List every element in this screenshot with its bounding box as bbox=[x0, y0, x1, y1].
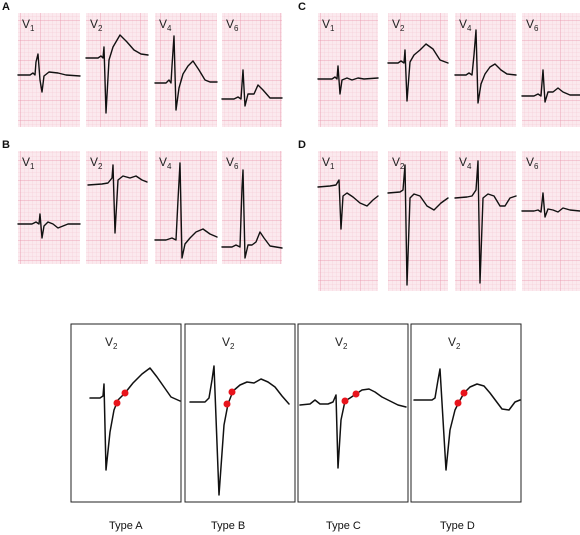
strip-a-v2: V2 bbox=[85, 13, 149, 127]
panel-label-d: D bbox=[298, 139, 306, 151]
ecg-trace bbox=[17, 53, 81, 93]
type-frame bbox=[184, 323, 296, 503]
strip-b-v2: V2 bbox=[86, 151, 148, 264]
marker-point-1 bbox=[454, 399, 462, 407]
ecg-trace bbox=[317, 179, 379, 230]
lead-label: V1 bbox=[322, 155, 335, 171]
lead-label: V1 bbox=[22, 17, 35, 33]
marker-point-2 bbox=[352, 390, 360, 398]
ecg-trace bbox=[521, 69, 580, 103]
marker-point-2 bbox=[121, 389, 129, 397]
lead-label: V4 bbox=[459, 17, 472, 33]
strip-b-v6: V6 bbox=[221, 151, 283, 264]
panel-label-a: A bbox=[2, 1, 10, 13]
lead-label: V6 bbox=[226, 17, 239, 33]
lead-label: V4 bbox=[159, 155, 172, 171]
marker-point-1 bbox=[223, 400, 231, 408]
strip-c-v1: V1 bbox=[317, 13, 379, 127]
lead-label: V2 bbox=[335, 335, 348, 351]
lead-label: V6 bbox=[526, 155, 539, 171]
type-frame bbox=[410, 323, 522, 503]
strip-c-v6: V6 bbox=[521, 13, 580, 127]
strip-c-v4: V4 bbox=[454, 13, 517, 127]
panel-d: D V1 V2 V4 V6 bbox=[298, 139, 580, 291]
panel-label-c: C bbox=[298, 1, 306, 13]
ecg-trace bbox=[521, 192, 580, 218]
panel-b: B V1 V2 V4 V6 bbox=[2, 139, 283, 264]
type-caption: Type C bbox=[326, 520, 361, 532]
type-d-box: V2 Type D bbox=[410, 323, 522, 532]
lead-label: V2 bbox=[105, 335, 118, 351]
ecg-trace bbox=[454, 29, 517, 104]
strip-c-v2: V2 bbox=[387, 13, 449, 127]
type-caption: Type D bbox=[440, 520, 475, 532]
type-frame bbox=[70, 323, 182, 503]
ecg-trace bbox=[387, 43, 449, 102]
type-frame bbox=[297, 323, 409, 503]
ecg-trace bbox=[317, 65, 379, 95]
type-b-box: V2 Type B bbox=[184, 323, 296, 532]
lead-label: V4 bbox=[159, 17, 172, 33]
ecg-trace bbox=[89, 367, 181, 471]
strip-a-v6: V6 bbox=[221, 13, 283, 127]
lead-label: V2 bbox=[90, 155, 103, 171]
lead-label: V2 bbox=[448, 335, 461, 351]
lead-label: V1 bbox=[322, 17, 335, 33]
ecg-trace bbox=[85, 34, 149, 114]
lead-label: V2 bbox=[90, 17, 103, 33]
lead-label: V2 bbox=[392, 155, 405, 171]
ecg-trace bbox=[221, 169, 283, 259]
strip-d-v1: V1 bbox=[317, 151, 379, 291]
ecg-trace bbox=[154, 35, 218, 111]
lead-label: V1 bbox=[22, 155, 35, 171]
ecg-trace bbox=[154, 162, 218, 259]
strip-b-v4: V4 bbox=[154, 151, 218, 264]
panel-c: C V1 V2 V4 V6 bbox=[298, 1, 580, 127]
ecg-trace bbox=[387, 164, 449, 286]
strip-a-v1: V1 bbox=[17, 13, 81, 127]
ecg-trace bbox=[221, 69, 283, 107]
type-c-box: V2 Type C bbox=[297, 323, 409, 532]
strip-b-v1: V1 bbox=[17, 151, 81, 264]
marker-point-2 bbox=[228, 388, 236, 396]
ecg-trace bbox=[454, 160, 517, 284]
ecg-trace bbox=[17, 213, 81, 239]
type-a-box: V2 Type A bbox=[70, 323, 182, 532]
marker-point-1 bbox=[341, 397, 349, 405]
type-caption: Type A bbox=[109, 520, 143, 532]
type-caption: Type B bbox=[211, 520, 245, 532]
ecg-trace bbox=[87, 164, 148, 234]
lead-label: V2 bbox=[392, 17, 405, 33]
lead-label: V4 bbox=[459, 155, 472, 171]
lead-label: V6 bbox=[226, 155, 239, 171]
strip-a-v4: V4 bbox=[154, 13, 218, 127]
strip-d-v2: V2 bbox=[387, 151, 449, 291]
marker-point-1 bbox=[113, 399, 121, 407]
lead-label: V2 bbox=[222, 335, 235, 351]
strip-d-v4: V4 bbox=[454, 151, 517, 291]
panel-label-b: B bbox=[2, 139, 10, 151]
marker-point-2 bbox=[460, 389, 468, 397]
strip-d-v6: V6 bbox=[521, 151, 580, 291]
panel-a: A V1 V2 V4 V6 bbox=[2, 1, 283, 127]
lead-label: V6 bbox=[526, 17, 539, 33]
